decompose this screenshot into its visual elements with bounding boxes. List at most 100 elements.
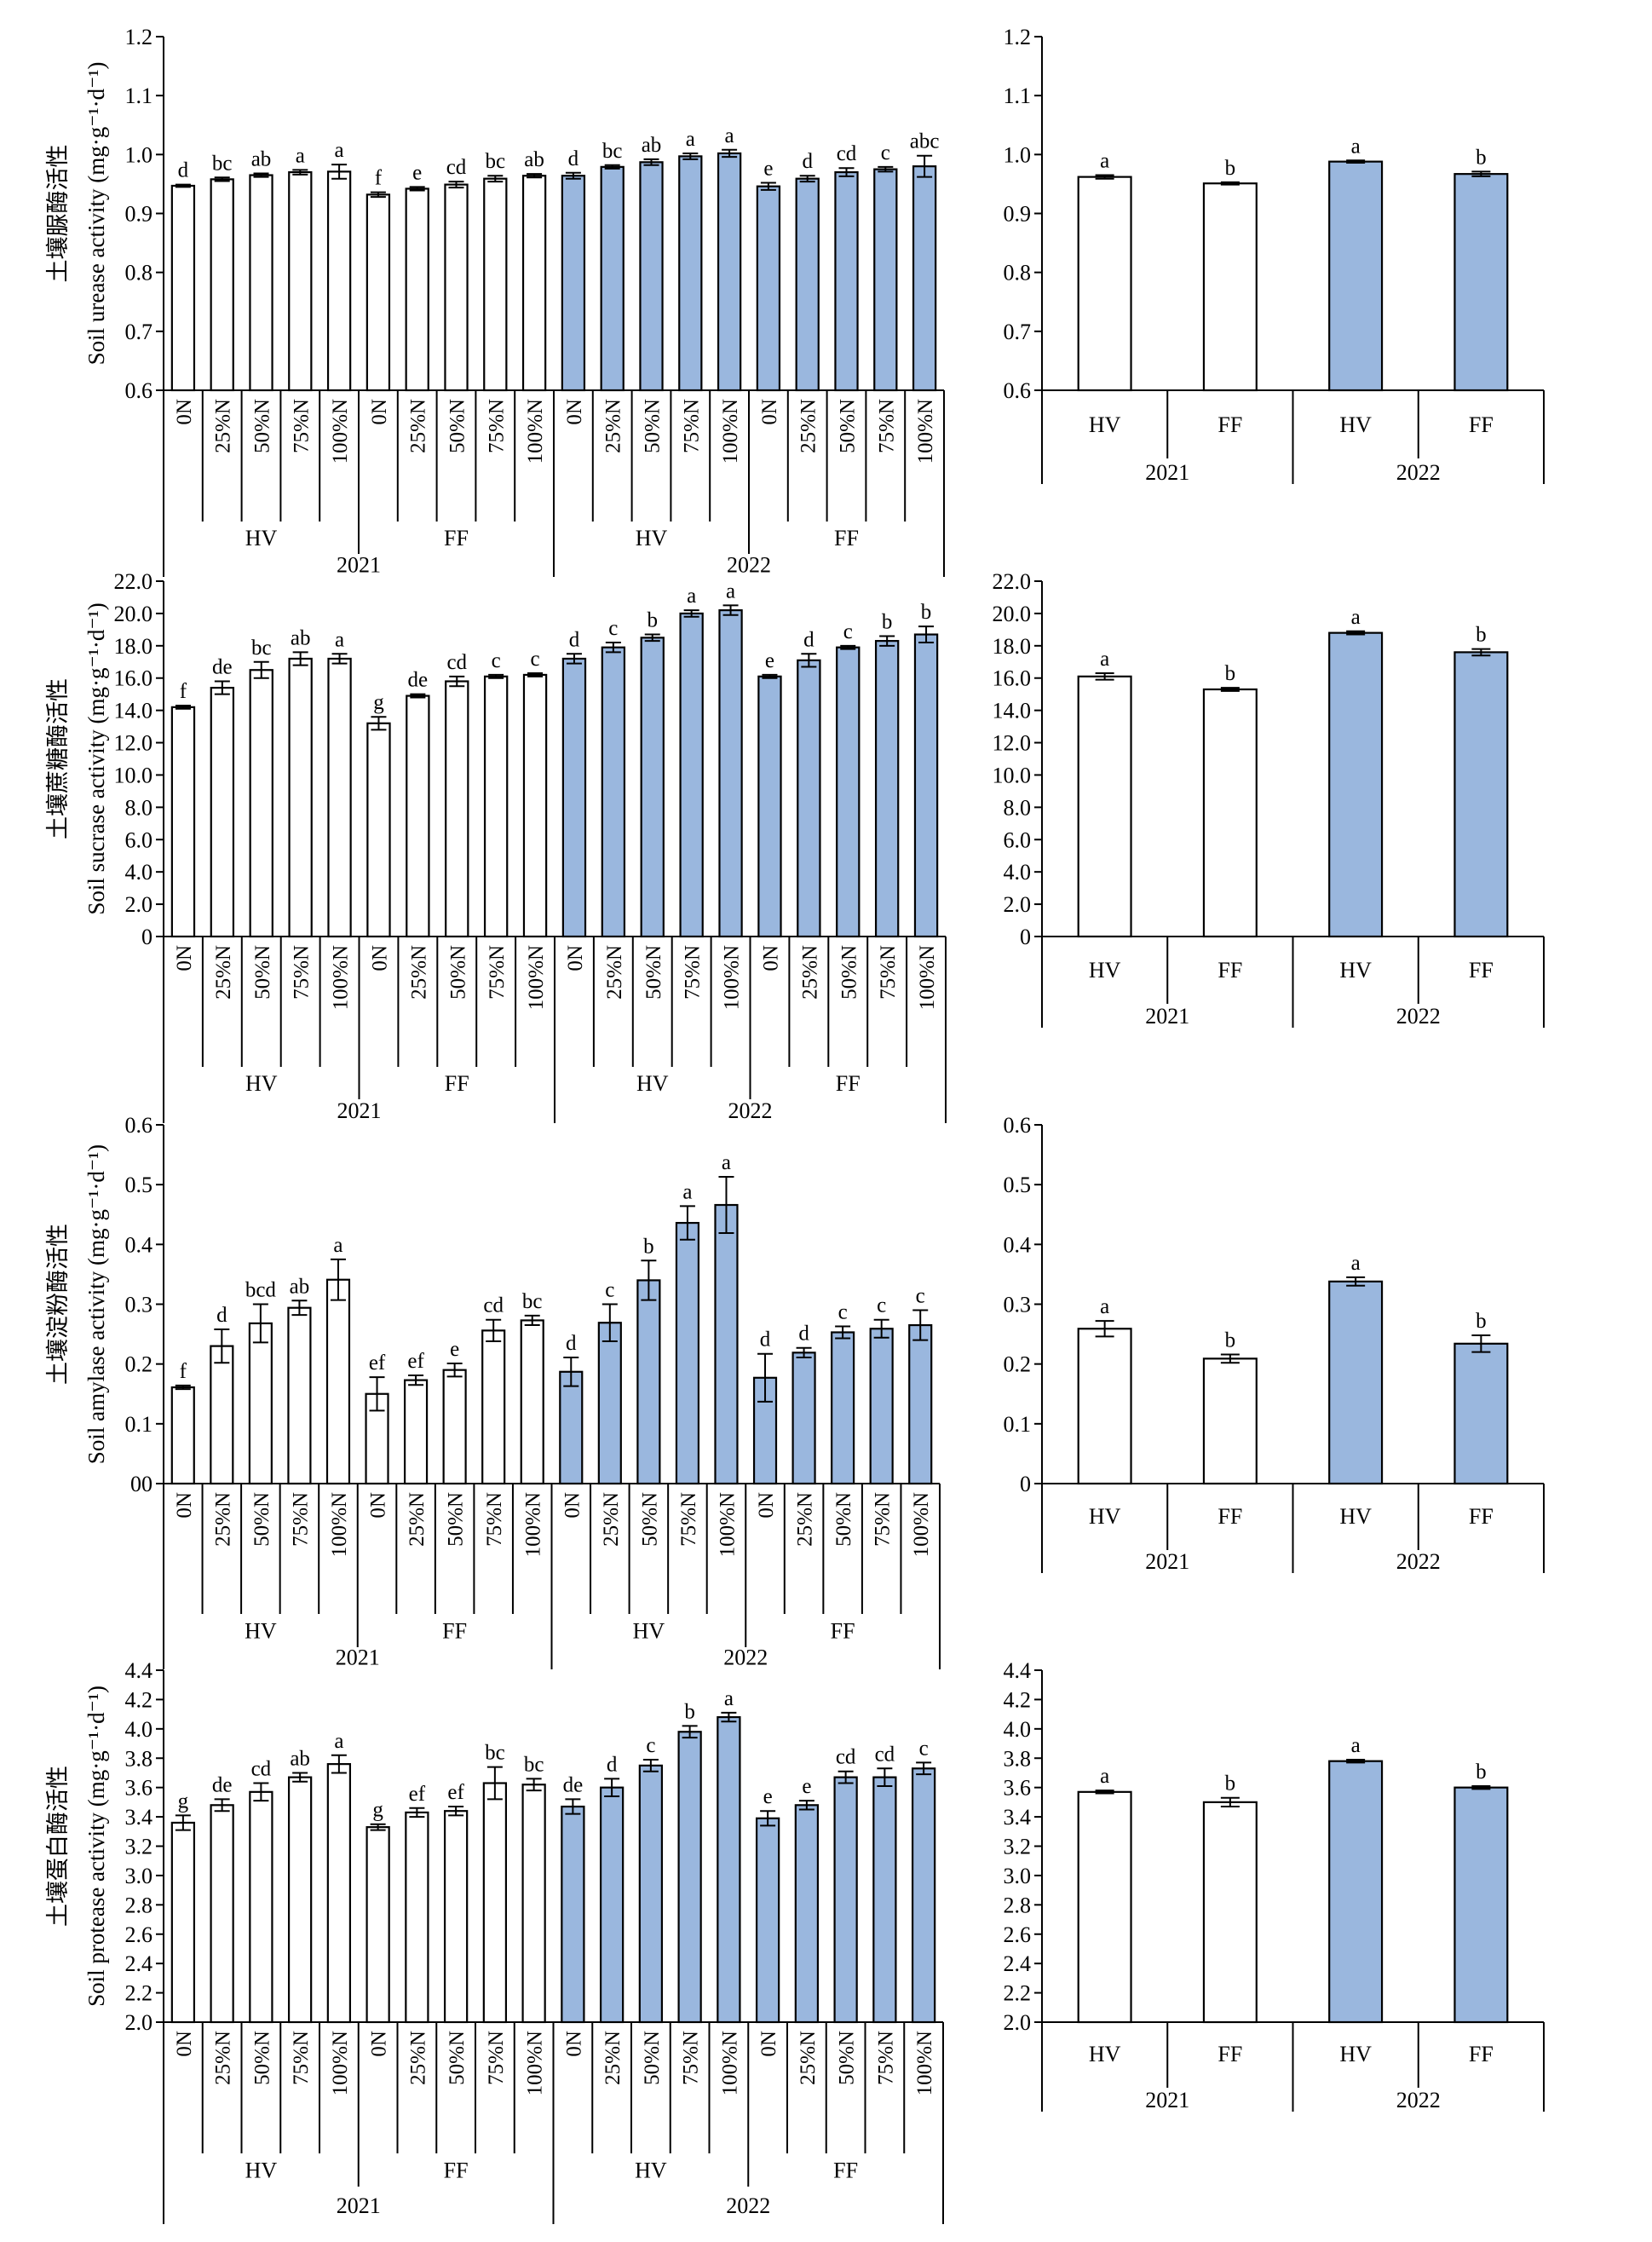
urease-by-rate-group-label: FF	[444, 526, 469, 550]
amylase-by-rate-significance-label: cd	[483, 1294, 504, 1317]
amylase-by-rate-year-label: 2021	[336, 1645, 380, 1670]
protease-by-rate-x-tick-label: 0N	[173, 2031, 196, 2057]
protease-by-rate-significance-label: e	[802, 1775, 811, 1798]
sucrase-by-rate-y-tick-label: 8.0	[125, 795, 153, 820]
protease-by-mode-bar	[1453, 1786, 1509, 2024]
sucrase-by-rate-significance-label: c	[608, 617, 618, 640]
protease-by-mode-bar	[1202, 1801, 1258, 2024]
amylase-by-rate-significance-label: d	[216, 1304, 227, 1327]
urease-by-rate-y-tick-label: 0.8	[125, 261, 153, 285]
protease-by-rate-y-tick-label: 3.4	[125, 1805, 153, 1830]
protease-by-rate-significance-label: b	[684, 1700, 695, 1723]
amylase-by-rate-group-label: HV	[245, 1619, 277, 1644]
urease-by-mode-bar	[1328, 160, 1384, 392]
sucrase-by-mode-y-tick-label: 10.0	[993, 763, 1032, 787]
sucrase-by-rate-group-label: FF	[836, 1071, 861, 1096]
protease-by-rate-x-tick-label: 75%N	[290, 2031, 313, 2085]
protease-by-rate-y-tick-label: 4.0	[125, 1717, 153, 1742]
sucrase-by-rate-significance-label: cd	[446, 651, 467, 674]
protease-by-rate-bar	[677, 1731, 702, 2024]
sucrase-by-rate-bar	[874, 640, 900, 938]
protease-by-rate-x-tick-label: 50%N	[836, 2031, 859, 2085]
protease-by-mode-significance-label: a	[1100, 1765, 1109, 1788]
urease-by-rate-x-tick-label: 50%N	[446, 399, 469, 453]
sucrase-by-rate-y-tick-label: 22.0	[114, 569, 153, 594]
urease-by-rate-bar	[405, 187, 429, 392]
protease-by-rate-significance-label: g	[372, 1799, 383, 1822]
protease-by-rate-bar	[366, 1826, 390, 2024]
amylase-by-rate-y-axis-title-en: Soil amylase activity (mg·g⁻¹·d⁻¹)	[83, 1144, 109, 1464]
urease-by-rate-significance-label: bc	[485, 150, 505, 173]
urease-by-rate-bar	[600, 165, 625, 392]
urease-by-rate-x-tick-label: 100%N	[719, 399, 742, 464]
protease-by-rate-year-label: 2021	[337, 2193, 381, 2218]
protease-by-rate-y-tick-label: 3.2	[125, 1835, 153, 1859]
protease-by-rate-y-tick-label: 2.0	[125, 2010, 153, 2035]
amylase-by-rate-significance-label: b	[643, 1235, 654, 1258]
sucrase-by-rate-y-tick-label: 2.0	[125, 892, 153, 917]
sucrase-by-rate-bar	[445, 680, 469, 938]
protease-by-mode-y-tick-label: 2.4	[1004, 1951, 1032, 1976]
urease-by-mode-y-tick-label: 1.2	[1004, 25, 1032, 49]
protease-by-mode-y-tick-label: 3.8	[1004, 1746, 1032, 1771]
amylase-by-rate-x-tick-label: 100%N	[910, 1492, 933, 1557]
protease-by-rate-y-tick-label: 2.6	[125, 1922, 153, 1947]
sucrase-by-rate-bar	[561, 657, 587, 938]
sucrase-by-rate-bar	[406, 695, 430, 938]
sucrase-by-rate-x-tick-label: 100%N	[525, 945, 548, 1010]
sucrase-by-rate-x-tick-label: 50%N	[446, 945, 469, 1000]
protease-by-rate-bar	[717, 1715, 741, 2024]
protease-by-rate-bar	[405, 1811, 429, 2024]
amylase-by-rate-significance-label: c	[916, 1285, 925, 1308]
urease-by-rate-y-tick-label: 1.1	[125, 84, 153, 108]
amylase-by-mode-y-tick-label: 0.2	[1004, 1352, 1032, 1377]
urease-by-mode-x-tick-label: FF	[1217, 412, 1242, 437]
urease-by-rate-x-tick-label: 50%N	[251, 399, 274, 453]
protease-by-mode-x-tick-label: HV	[1339, 2042, 1372, 2066]
sucrase-by-rate-x-tick-label: 100%N	[916, 945, 939, 1010]
protease-by-rate-significance-label: a	[334, 1730, 343, 1753]
protease-by-rate-bar	[599, 1786, 625, 2024]
amylase-by-mode-x-tick-label: FF	[1469, 1504, 1494, 1529]
sucrase-by-rate-group-label: HV	[245, 1071, 278, 1096]
sucrase-by-rate-x-tick-label: 25%N	[407, 945, 430, 1000]
protease-by-rate-year-label: 2022	[726, 2193, 770, 2218]
protease-by-rate-significance-label: de	[212, 1773, 233, 1796]
urease-by-rate-bar	[912, 165, 937, 392]
sucrase-by-rate-bar	[836, 646, 861, 938]
amylase-by-rate-group-label: FF	[442, 1619, 467, 1644]
amylase-by-rate-significance-label: ef	[407, 1350, 424, 1373]
amylase-by-rate-x-tick-label: 25%N	[406, 1492, 429, 1547]
amylase-by-rate-y-tick-label: 0.5	[125, 1173, 153, 1197]
protease-by-rate-x-tick-label: 50%N	[446, 2031, 469, 2085]
amylase-by-rate-significance-label: c	[605, 1279, 614, 1302]
urease-by-mode-year-label: 2021	[1145, 460, 1189, 485]
sucrase-by-rate-x-tick-label: 0N	[759, 945, 782, 971]
protease-by-mode-y-tick-label: 2.8	[1004, 1893, 1032, 1917]
urease-by-rate-significance-label: f	[375, 167, 383, 190]
urease-by-mode-y-tick-label: 0.9	[1004, 202, 1032, 227]
sucrase-by-rate-x-tick-label: 100%N	[330, 945, 353, 1010]
protease-by-rate-bar	[833, 1776, 858, 2024]
sucrase-by-rate-y-tick-label: 6.0	[125, 827, 153, 852]
amylase-by-rate-bar	[210, 1345, 234, 1485]
protease-by-rate-significance-label: e	[763, 1785, 773, 1808]
amylase-by-rate-y-tick-label: 0.3	[125, 1293, 153, 1317]
urease-by-mode-y-tick-label: 0.7	[1004, 320, 1032, 344]
sucrase-by-rate-x-tick-label: 0N	[564, 945, 587, 971]
sucrase-by-rate-y-tick-label: 16.0	[114, 666, 153, 691]
urease-by-rate-bar	[366, 193, 391, 392]
amylase-by-rate-x-tick-label: 25%N	[600, 1492, 623, 1547]
urease-by-mode-x-tick-label: HV	[1089, 412, 1121, 437]
sucrase-by-mode-y-tick-label: 20.0	[993, 602, 1032, 626]
protease-by-rate-y-tick-label: 2.2	[125, 1981, 153, 2006]
protease-by-rate-significance-label: cd	[836, 1746, 856, 1769]
urease-by-rate-significance-label: a	[296, 144, 305, 167]
protease-by-rate-bar	[561, 1805, 585, 2024]
amylase-by-rate-y-tick-label: 0.4	[125, 1232, 153, 1257]
urease-by-rate-group-label: HV	[636, 526, 668, 550]
urease-by-rate-significance-label: cd	[446, 156, 467, 179]
sucrase-by-rate-x-tick-label: 100%N	[721, 945, 744, 1010]
protease-by-rate-significance-label: ab	[290, 1747, 310, 1770]
amylase-by-rate-x-tick-label: 50%N	[832, 1492, 855, 1547]
